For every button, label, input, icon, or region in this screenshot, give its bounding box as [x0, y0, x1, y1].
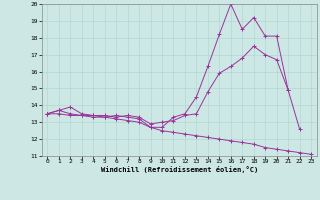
X-axis label: Windchill (Refroidissement éolien,°C): Windchill (Refroidissement éolien,°C) — [100, 166, 258, 173]
